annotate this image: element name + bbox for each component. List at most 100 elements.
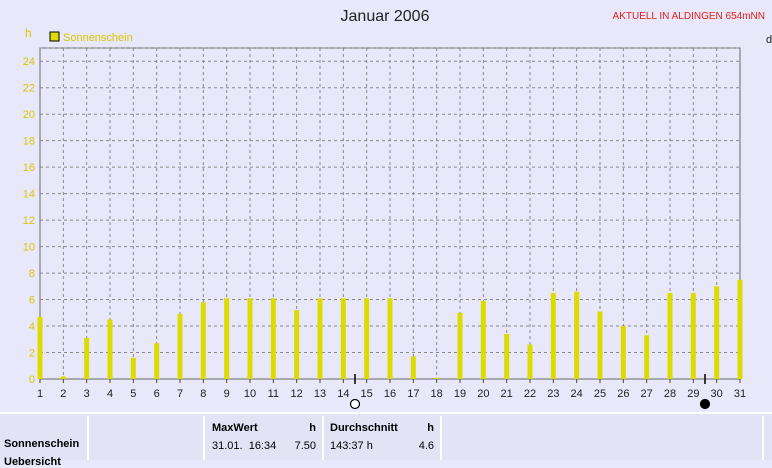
y-tick-label: 20: [23, 109, 35, 121]
x-tick-label: 6: [154, 388, 160, 400]
y-axis-label: h: [25, 26, 32, 40]
summary-label-cell: Sonnenschein Uebersicht: [0, 416, 89, 468]
x-tick-label: 5: [130, 388, 136, 400]
x-tick-label: 11: [268, 388, 279, 400]
legend-label: Sonnenschein: [63, 32, 133, 44]
sunshine-bar: [667, 292, 673, 379]
x-tick-label: 27: [641, 388, 653, 400]
summary-filler-cell: [442, 416, 764, 460]
y-tick-label: 0: [29, 374, 35, 386]
max-header: MaxWert: [212, 422, 258, 434]
x-tick-label: 28: [664, 388, 676, 400]
sunshine-bar: [527, 344, 533, 379]
x-tick-label: 7: [177, 388, 183, 400]
summary-table: Sonnenschein Uebersicht MaxWert h 31.01.…: [0, 412, 772, 468]
sunshine-chart: Januar 2006 AKTUELL IN ALDINGEN 654mNN d h S…: [23, 8, 772, 410]
max-unit: h: [309, 422, 316, 434]
max-value-cell: MaxWert h 31.01. 16:34 7.50: [205, 416, 324, 460]
x-tick-label: 22: [524, 388, 536, 400]
sunshine-bar: [574, 291, 580, 379]
station-banner: AKTUELL IN ALDINGEN 654mNN: [613, 11, 765, 22]
sunshine-bar: [690, 292, 696, 379]
x-tick-label: 12: [291, 388, 303, 400]
sunshine-bar: [644, 335, 650, 379]
sunshine-bar: [504, 333, 510, 379]
sunshine-bar: [317, 298, 323, 379]
sunshine-bar: [224, 298, 230, 379]
sunshine-bar: [434, 377, 440, 379]
x-tick-label: 30: [711, 388, 723, 400]
x-tick-label: 24: [571, 388, 583, 400]
x-tick-label: 19: [454, 388, 466, 400]
y-tick-label: 10: [23, 242, 35, 254]
x-tick-label: 15: [361, 388, 373, 400]
sunshine-bar: [410, 356, 416, 379]
sunshine-bar: [270, 298, 276, 379]
chart-area: Januar 2006 AKTUELL IN ALDINGEN 654mNN d h S…: [23, 8, 772, 410]
full-moon-icon: [349, 398, 361, 410]
y-tick-label: 14: [23, 189, 35, 201]
sunshine-bar: [364, 298, 370, 379]
x-tick-label: 20: [477, 388, 489, 400]
sunshine-bar: [154, 343, 160, 379]
max-date: 31.01. 16:34: [212, 440, 277, 452]
sunshine-bar: [387, 298, 393, 379]
sunshine-bar: [714, 286, 720, 379]
y-tick-label: 2: [29, 348, 35, 360]
summary-empty-cell: [89, 416, 205, 460]
sunshine-bar: [480, 300, 486, 379]
sunshine-bar: [107, 319, 113, 379]
x-tick-label: 4: [107, 388, 113, 400]
x-tick-label: 17: [407, 388, 419, 400]
x-tick-label: 16: [384, 388, 396, 400]
summary-row-label: Sonnenschein: [4, 438, 80, 450]
x-tick-label: 29: [687, 388, 699, 400]
max-value: 7.50: [294, 440, 316, 452]
sunshine-bar: [550, 292, 556, 379]
average-value: 4.6: [418, 440, 434, 452]
x-tick-label: 23: [547, 388, 559, 400]
y-tick-label: 8: [29, 268, 35, 280]
sunshine-bar: [84, 337, 90, 379]
new-moon-icon: [699, 398, 711, 410]
x-tick-label: 10: [244, 388, 256, 400]
sunshine-bar: [177, 314, 183, 379]
sunshine-bar: [294, 310, 300, 379]
sunshine-bar: [620, 326, 626, 379]
chart-title: Januar 2006: [341, 8, 430, 25]
x-tick-label: 2: [60, 388, 66, 400]
x-tick-label: 8: [200, 388, 206, 400]
y-tick-label: 22: [23, 83, 35, 95]
x-tick-label: 21: [501, 388, 513, 400]
y-tick-label: 18: [23, 136, 35, 148]
sunshine-bar: [457, 312, 463, 379]
y-tick-label: 12: [23, 215, 35, 227]
y-tick-label: 4: [29, 321, 35, 333]
sunshine-bar: [60, 376, 66, 379]
y-tick-label: 24: [23, 56, 35, 68]
average-header: Durchschnitt: [330, 422, 398, 434]
x-tick-label: 26: [617, 388, 629, 400]
sunshine-bar: [247, 298, 253, 379]
average-cell: Durchschnitt h 143:37 h 4.6: [324, 416, 442, 460]
y-tick-label: 6: [29, 295, 35, 307]
x-tick-label: 18: [431, 388, 443, 400]
sunshine-bar: [737, 279, 743, 379]
sunshine-bar: [597, 311, 603, 379]
sunshine-bar: [200, 302, 206, 379]
sunshine-bar: [340, 298, 346, 379]
x-tick-label: 13: [314, 388, 326, 400]
y-tick-label: 16: [23, 162, 35, 174]
right-axis-unit: d: [766, 34, 772, 46]
average-unit: h: [427, 422, 434, 434]
average-total: 143:37 h: [330, 440, 373, 452]
sunshine-bar: [130, 357, 136, 379]
x-tick-label: 25: [594, 388, 606, 400]
x-tick-label: 3: [84, 388, 90, 400]
x-tick-label: 1: [37, 388, 43, 400]
sunshine-bar: [37, 316, 43, 379]
x-tick-label: 31: [734, 388, 746, 400]
x-tick-label: 14: [337, 388, 349, 400]
legend-swatch: [49, 31, 60, 42]
x-tick-label: 9: [224, 388, 230, 400]
